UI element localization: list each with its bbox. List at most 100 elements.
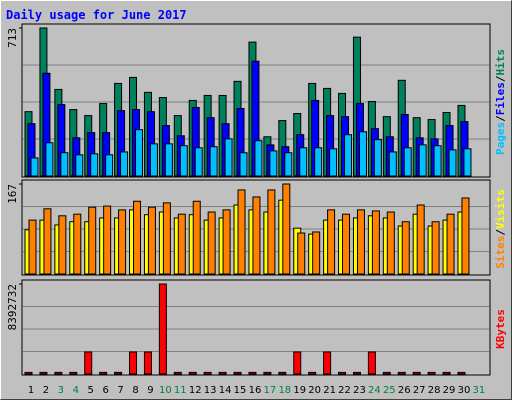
bar xyxy=(352,371,361,375)
x-tick-label: 13 xyxy=(204,385,217,396)
x-tick-label: 28 xyxy=(428,385,441,396)
x-tick-label: 4 xyxy=(73,385,79,396)
bar xyxy=(397,371,406,375)
bar xyxy=(58,215,67,275)
bar xyxy=(293,351,302,375)
bar xyxy=(129,351,138,375)
bar xyxy=(308,371,317,375)
bar xyxy=(344,134,353,177)
x-tick-label: 5 xyxy=(88,385,94,396)
bar xyxy=(69,371,78,375)
bar xyxy=(90,153,99,177)
bar xyxy=(367,351,376,375)
bar xyxy=(194,147,203,177)
bar xyxy=(99,371,108,375)
bar xyxy=(433,145,442,177)
legend-separator: / xyxy=(494,229,507,236)
bar xyxy=(342,213,351,275)
x-tick-label: 31 xyxy=(473,385,486,396)
bar xyxy=(39,371,48,375)
legend-entry: KBytes xyxy=(494,309,507,349)
bar xyxy=(461,197,470,275)
x-tick-label: 9 xyxy=(147,385,153,396)
legend: Pages/Files/Hits xyxy=(494,49,507,155)
bar xyxy=(418,144,427,177)
bar xyxy=(254,140,263,177)
x-tick-label: 10 xyxy=(159,385,172,396)
x-tick-label: 20 xyxy=(308,385,321,396)
chart-title: Daily usage for June 2017 xyxy=(6,8,187,22)
bar xyxy=(162,202,171,275)
x-tick-label: 2 xyxy=(43,385,49,396)
legend-entry: Visits xyxy=(494,189,507,229)
bar xyxy=(218,371,227,375)
bar xyxy=(143,351,152,375)
legend-entry: Pages xyxy=(494,122,507,155)
x-tick-label: 17 xyxy=(264,385,277,396)
x-tick-label: 29 xyxy=(443,385,456,396)
bar xyxy=(386,211,395,275)
plot-area xyxy=(21,279,491,376)
x-tick-label: 7 xyxy=(117,385,123,396)
x-tick-label: 16 xyxy=(249,385,262,396)
bar xyxy=(403,147,412,177)
bar xyxy=(114,371,123,375)
bar xyxy=(412,371,421,375)
bar xyxy=(312,231,321,275)
bar xyxy=(297,232,306,275)
bar xyxy=(203,371,212,375)
x-tick-label: 18 xyxy=(278,385,291,396)
x-tick-label: 1 xyxy=(28,385,34,396)
bar xyxy=(105,154,114,177)
bar xyxy=(84,351,93,375)
bar xyxy=(323,351,332,375)
x-tick-label: 24 xyxy=(368,385,381,396)
x-tick-label: 25 xyxy=(383,385,396,396)
x-tick-label: 14 xyxy=(219,385,232,396)
x-tick-label: 21 xyxy=(323,385,336,396)
bar xyxy=(24,371,33,375)
bar xyxy=(442,371,451,375)
bar xyxy=(237,189,246,275)
bar xyxy=(209,146,218,177)
bar xyxy=(222,209,231,275)
x-tick-label: 30 xyxy=(458,385,471,396)
bar xyxy=(446,213,455,275)
legend-separator: / xyxy=(494,115,507,122)
bar xyxy=(329,148,338,177)
bar xyxy=(118,209,127,275)
bar xyxy=(416,204,425,275)
bar xyxy=(358,131,367,177)
bar xyxy=(179,145,188,177)
x-tick-label: 22 xyxy=(338,385,351,396)
bar xyxy=(188,371,197,375)
x-tick-label: 26 xyxy=(398,385,411,396)
x-tick-label: 15 xyxy=(234,385,247,396)
bar xyxy=(103,205,112,275)
bar xyxy=(164,143,173,177)
bar xyxy=(457,371,466,375)
bar xyxy=(282,183,291,275)
bar xyxy=(149,143,158,177)
y-tick-label: 167 xyxy=(6,184,19,204)
bar xyxy=(207,211,216,275)
x-tick-label: 11 xyxy=(174,385,187,396)
bar xyxy=(120,151,129,177)
bar xyxy=(338,371,347,375)
bar xyxy=(382,371,391,375)
bar xyxy=(173,371,182,375)
bar xyxy=(427,371,436,375)
y-tick-label: 713 xyxy=(6,28,19,48)
bar xyxy=(28,219,37,275)
bar xyxy=(239,152,248,177)
bar xyxy=(45,142,54,177)
bar xyxy=(248,371,257,375)
bar xyxy=(327,209,336,275)
bar xyxy=(267,189,276,275)
bar xyxy=(299,147,308,177)
legend-entry: Sites xyxy=(494,236,507,269)
x-tick-label: 19 xyxy=(293,385,306,396)
bar xyxy=(401,221,410,275)
legend: KBytes xyxy=(494,309,507,349)
